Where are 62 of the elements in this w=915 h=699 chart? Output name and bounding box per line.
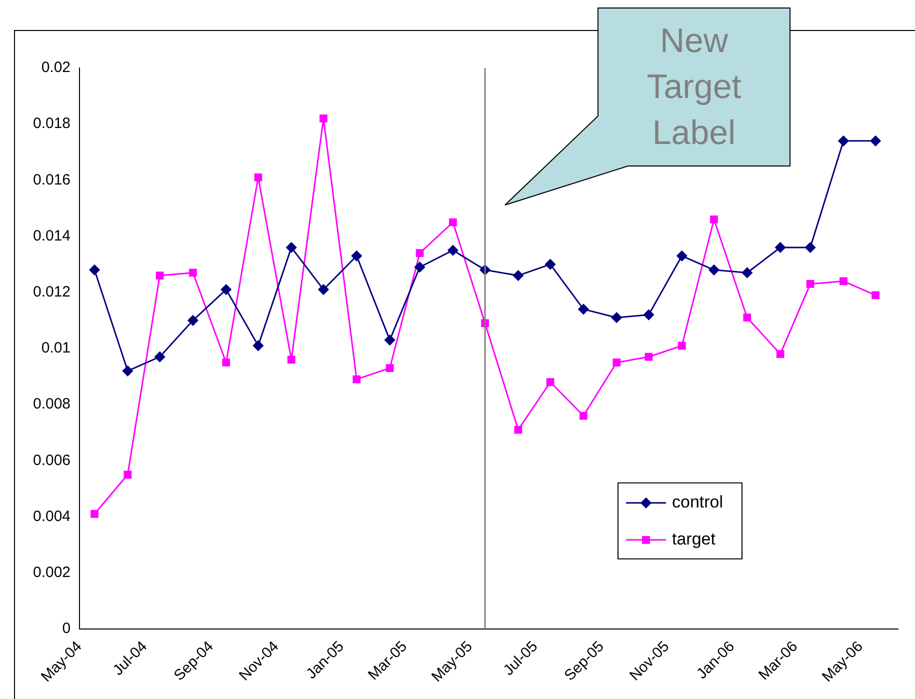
y-tick-label: 0.016 xyxy=(32,171,71,188)
y-tick-label: 0.014 xyxy=(32,227,71,244)
point xyxy=(644,352,653,361)
legend-label: target xyxy=(672,530,716,549)
y-tick-label: 0 xyxy=(62,620,71,638)
point xyxy=(320,114,328,122)
point xyxy=(776,350,784,358)
point xyxy=(351,250,362,262)
point xyxy=(612,358,621,366)
y-tick-label: 0.002 xyxy=(32,564,71,581)
point xyxy=(287,356,296,364)
point xyxy=(708,264,720,276)
annotation: New Target Label xyxy=(646,22,742,152)
point xyxy=(318,284,329,295)
point xyxy=(545,259,556,270)
point xyxy=(352,375,361,384)
point xyxy=(512,270,524,281)
point xyxy=(743,314,752,322)
point xyxy=(611,312,622,323)
point xyxy=(710,216,718,224)
point xyxy=(124,470,132,479)
point xyxy=(806,280,814,288)
point xyxy=(222,358,230,366)
point xyxy=(90,510,98,518)
point xyxy=(872,291,880,300)
y-tick-label: 0.006 xyxy=(32,452,71,469)
point xyxy=(676,250,688,262)
point xyxy=(578,304,589,314)
y-tick-label: 0.018 xyxy=(32,115,71,132)
y-tick-label: 0.004 xyxy=(32,508,71,525)
point xyxy=(546,378,554,386)
point xyxy=(870,136,881,146)
point xyxy=(742,267,752,278)
point xyxy=(154,352,166,362)
point xyxy=(386,364,394,372)
point xyxy=(254,173,262,182)
point xyxy=(189,268,197,277)
point xyxy=(838,136,849,146)
point xyxy=(840,277,848,286)
legend-label: control xyxy=(672,492,724,512)
point xyxy=(188,315,198,326)
point xyxy=(775,242,786,253)
point xyxy=(252,340,264,351)
point xyxy=(643,310,654,320)
point xyxy=(286,242,297,253)
y-tick-label: 0.012 xyxy=(32,284,71,300)
point xyxy=(384,334,396,346)
point xyxy=(678,342,686,350)
y-tick-label: 0.02 xyxy=(41,59,71,76)
point xyxy=(414,262,426,272)
point xyxy=(580,412,588,420)
point xyxy=(805,242,816,253)
point xyxy=(416,249,424,258)
point xyxy=(448,245,458,256)
y-tick-label: 0.008 xyxy=(32,396,71,413)
point xyxy=(220,284,232,295)
y-tick-label: 0.01 xyxy=(41,340,71,357)
point xyxy=(448,218,457,226)
point xyxy=(122,366,133,376)
point xyxy=(514,426,522,434)
point xyxy=(156,272,164,280)
point xyxy=(89,264,100,276)
